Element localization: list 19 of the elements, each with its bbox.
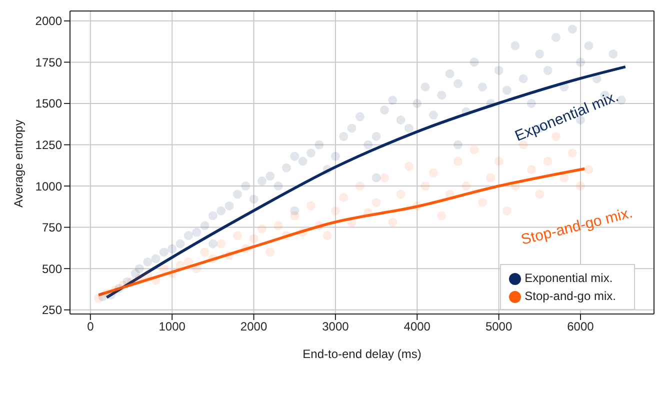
x-tick-label: 0 (87, 320, 94, 334)
x-tick-label: 3000 (322, 320, 350, 334)
legend-label: Stop-and-go mix. (524, 289, 616, 303)
y-tick-label: 1250 (35, 138, 62, 152)
x-axis-title: End-to-end delay (ms) (302, 347, 422, 361)
y-tick-label: 1000 (35, 179, 62, 194)
y-tick-label: 250 (42, 303, 62, 318)
x-tick-label: 6000 (567, 320, 594, 334)
y-tick-label: 750 (42, 220, 62, 235)
y-tick-label: 2000 (35, 14, 62, 28)
y-tick-label: 1750 (35, 55, 62, 70)
x-tick-label: 1000 (158, 320, 186, 334)
legend-label: Exponential mix. (524, 271, 613, 285)
y-axis-title: Average entropy (11, 120, 26, 208)
y-tick-label: 1500 (35, 96, 62, 111)
y-tick-label: 500 (42, 262, 62, 276)
x-tick-label: 4000 (404, 320, 431, 334)
x-tick-label: 5000 (485, 320, 512, 334)
x-tick-label: 2000 (240, 320, 268, 334)
